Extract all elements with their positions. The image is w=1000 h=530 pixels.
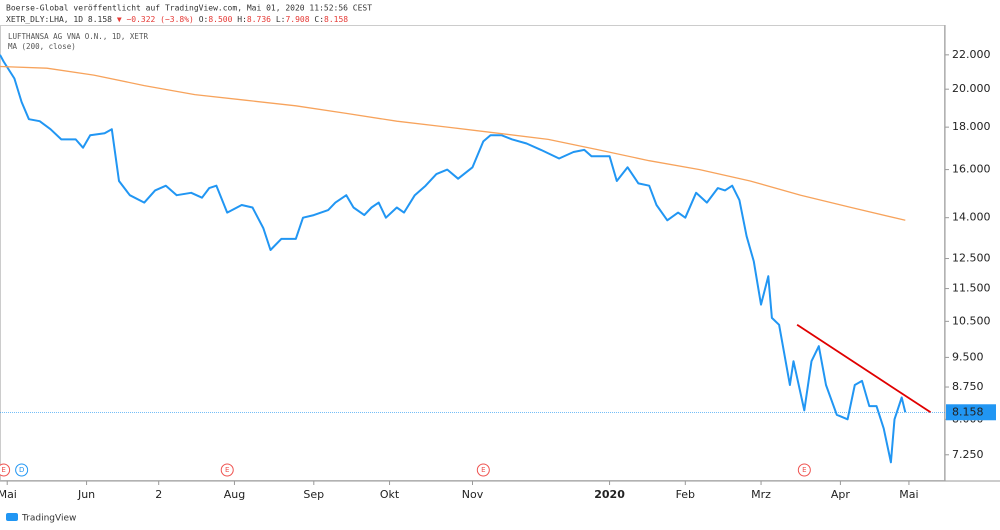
event-label: E bbox=[481, 466, 485, 474]
event-label: E bbox=[1, 466, 5, 474]
y-tick-label: 12.500 bbox=[952, 252, 991, 265]
x-tick-label: 2 bbox=[155, 488, 162, 501]
last: 8.158 bbox=[88, 15, 112, 24]
y-tick-label: 16.000 bbox=[952, 163, 991, 176]
brand-logo bbox=[6, 513, 18, 521]
x-tick-label: Mai bbox=[899, 488, 918, 501]
change: ▼ −0.322 (−3.8%) bbox=[117, 15, 194, 24]
event-label: D bbox=[19, 466, 24, 474]
ohlc-value: 8.736 bbox=[247, 15, 271, 24]
brand-name: TradingView bbox=[21, 514, 76, 524]
y-tick-label: 11.500 bbox=[952, 282, 991, 295]
ohlc-key: O: bbox=[199, 15, 209, 24]
y-tick-label: 14.000 bbox=[952, 211, 991, 224]
symbol: XETR_DLY:LHA, 1D bbox=[6, 15, 83, 24]
event-label: E bbox=[802, 466, 806, 474]
ohlc-key: L: bbox=[276, 15, 286, 24]
x-tick-label: Jun bbox=[77, 488, 95, 501]
x-tick-label: Mrz bbox=[751, 488, 771, 501]
x-tick-label: Mai bbox=[0, 488, 17, 501]
x-tick-label: Okt bbox=[380, 488, 400, 501]
event-marker bbox=[220, 463, 234, 477]
x-tick-label: Feb bbox=[676, 488, 695, 501]
ohlc-value: 7.908 bbox=[285, 15, 309, 24]
y-tick-label: 8.750 bbox=[952, 380, 984, 393]
ohlc-key: C: bbox=[314, 15, 324, 24]
brand: TradingView bbox=[6, 513, 76, 524]
event-marker bbox=[476, 463, 490, 477]
event-marker bbox=[15, 463, 29, 477]
ohlc-value: 8.158 bbox=[324, 15, 348, 24]
x-tick-label: Apr bbox=[831, 488, 851, 501]
y-tick-label: 9.500 bbox=[952, 350, 984, 363]
last-price-box bbox=[946, 404, 996, 421]
y-tick-label: 10.500 bbox=[952, 314, 991, 327]
legend-entry: MA (200, close) bbox=[8, 42, 76, 51]
y-tick-label: 22.000 bbox=[952, 48, 991, 61]
series-line bbox=[0, 54, 907, 464]
series-line bbox=[0, 65, 906, 221]
publisher: Boerse-Global veröffentlicht auf Trading… bbox=[6, 4, 372, 13]
y-tick-label: 18.000 bbox=[952, 120, 991, 133]
symbol-line: XETR_DLY:LHA, 1D 8.158 ▼ −0.322 (−3.8%) … bbox=[6, 15, 348, 24]
trendline bbox=[796, 324, 932, 414]
event-marker bbox=[0, 463, 11, 477]
x-tick-label: Sep bbox=[303, 488, 324, 501]
event-marker bbox=[797, 463, 811, 477]
event-label: E bbox=[225, 466, 229, 474]
y-tick-label: 20.000 bbox=[952, 82, 991, 95]
ohlc-value: 8.500 bbox=[208, 15, 232, 24]
x-tick-label: Aug bbox=[224, 488, 245, 501]
x-tick-label: 2020 bbox=[594, 488, 625, 501]
legend-entry: LUFTHANSA AG VNA O.N., 1D, XETR bbox=[8, 32, 148, 41]
last-price-label: 8.158 bbox=[952, 405, 984, 418]
y-tick-label: 7.250 bbox=[952, 448, 984, 461]
ohlc-key: H: bbox=[237, 15, 247, 24]
x-tick-label: Nov bbox=[462, 488, 484, 501]
